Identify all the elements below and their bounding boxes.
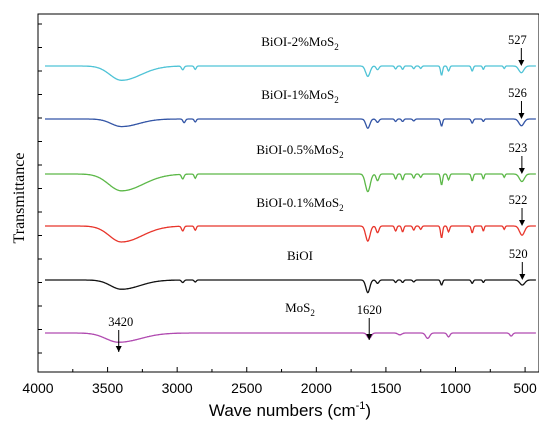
x-tick-label: 2500 — [231, 380, 262, 396]
peak-label: 520 — [509, 247, 528, 261]
x-tick-label: 2000 — [301, 380, 332, 396]
series-label: BiOI — [287, 248, 313, 263]
spectra-group — [45, 65, 536, 343]
series-line — [45, 65, 536, 81]
peak-label: 1620 — [357, 303, 382, 317]
peak-label: 523 — [509, 141, 528, 155]
x-axis-ticks: 4000 3500 3000 2500 2000 1500 1000 500 — [22, 367, 537, 396]
series-label: BiOI-0.5%MoS2 — [256, 142, 343, 160]
series-label: MoS2 — [285, 300, 315, 318]
series-line — [45, 173, 536, 193]
peak-arrow-head — [518, 60, 525, 66]
x-tick-label: 1000 — [440, 380, 471, 396]
x-tick-label: 500 — [513, 380, 537, 396]
peak-arrow-head — [519, 274, 526, 280]
series-line — [45, 332, 536, 343]
y-axis-title: Transmittance — [11, 153, 28, 244]
series-line — [45, 225, 536, 243]
peak-label: 526 — [508, 86, 527, 100]
series-line — [45, 279, 536, 294]
x-axis-title: Wave numbers (cm-1) — [209, 400, 371, 420]
series-label: BiOI-2%MoS2 — [261, 34, 338, 52]
x-tick-label: 3500 — [92, 380, 123, 396]
y-axis-ticks — [38, 23, 42, 354]
x-tick-label: 4000 — [22, 380, 53, 396]
series-line — [45, 118, 536, 129]
peak-arrow-head — [518, 168, 525, 174]
peak-arrow-head — [115, 346, 122, 352]
peak-label: 522 — [509, 193, 528, 207]
plot-frame — [37, 13, 539, 373]
series-label: BiOI-1%MoS2 — [261, 87, 338, 105]
peak-arrow-head — [519, 220, 526, 226]
x-tick-label: 1500 — [370, 380, 401, 396]
peak-arrow-head — [518, 113, 525, 119]
x-tick-label: 3000 — [162, 380, 193, 396]
peak-label: 527 — [508, 33, 527, 47]
annotations-group: BiOI-2%MoS2 527 BiOI-1%MoS2 526 BiOI-0.5%MoS… — [108, 33, 528, 352]
peak-label: 3420 — [108, 315, 133, 329]
series-label: BiOI-0.1%MoS2 — [256, 195, 343, 213]
peak-arrow-head — [366, 334, 373, 340]
